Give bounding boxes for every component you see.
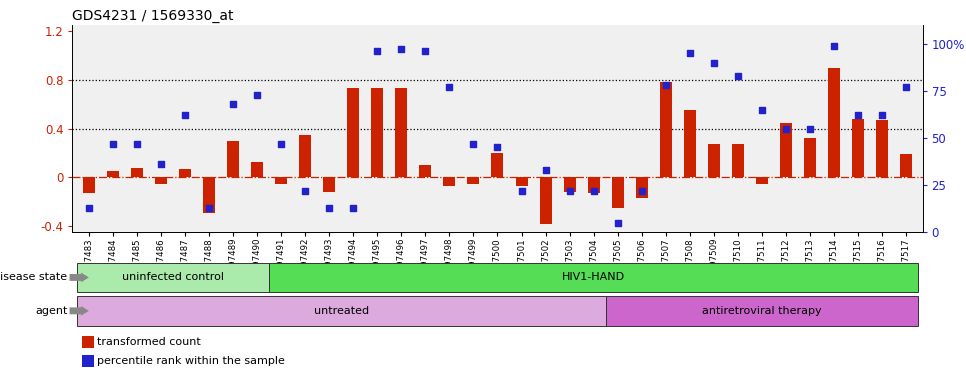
Bar [180,169,191,177]
Point [346,205,361,211]
Text: transformed count: transformed count [97,337,200,347]
Bar [852,119,864,177]
Point [538,167,554,173]
Text: agent: agent [35,306,68,316]
Point [730,73,746,79]
Bar [731,144,744,177]
Point [490,144,505,151]
Bar [395,88,408,177]
Bar [492,153,503,177]
Bar [660,82,671,177]
Point [753,107,769,113]
Point [562,188,578,194]
Bar [684,110,696,177]
Point [298,188,313,194]
Bar [131,168,143,177]
Point [585,188,601,194]
Text: GDS4231 / 1569330_at: GDS4231 / 1569330_at [72,8,234,23]
Point [898,84,914,90]
Bar [83,177,96,193]
Text: untreated: untreated [314,306,369,316]
Bar [636,177,647,198]
Point [441,84,457,90]
Bar [611,177,624,208]
Point [322,205,337,211]
Text: disease state: disease state [0,272,68,283]
Bar [227,141,240,177]
Bar [270,263,918,292]
Point [154,161,169,167]
Point [778,126,793,132]
Point [226,101,242,107]
Point [874,113,890,119]
Bar [563,177,576,192]
Bar [828,68,839,177]
Point [370,48,385,55]
Point [202,205,217,211]
Text: antiretroviral therapy: antiretroviral therapy [702,306,821,316]
Bar [324,177,335,192]
Point [129,141,145,147]
Point [826,43,841,49]
Bar [540,177,552,224]
Point [610,220,625,226]
Point [850,113,866,119]
Bar [587,177,600,193]
Bar [516,177,527,186]
Point [273,141,289,147]
Bar [780,122,792,177]
Point [178,113,193,119]
Point [466,141,481,147]
Point [394,46,410,53]
Bar [708,144,720,177]
Point [105,141,121,147]
Point [514,188,529,194]
Point [682,50,697,56]
Bar [275,177,287,184]
Text: uninfected control: uninfected control [123,272,224,283]
Point [249,92,265,98]
Bar [804,138,815,177]
Bar [77,296,606,326]
Bar [755,177,768,184]
Bar [107,171,119,177]
Bar [77,263,270,292]
Bar [251,162,264,177]
Point [634,188,649,194]
Bar [299,135,311,177]
Bar [468,177,479,184]
Bar [443,177,455,186]
Text: percentile rank within the sample: percentile rank within the sample [97,356,284,366]
Bar [876,120,888,177]
Bar [606,296,918,326]
Bar [156,177,167,184]
Text: HIV1-HAND: HIV1-HAND [562,272,625,283]
Bar [899,154,912,177]
Bar [371,88,384,177]
Point [658,82,673,88]
Point [802,126,817,132]
Point [706,60,722,66]
Point [81,205,97,211]
Bar [203,177,215,213]
Bar [348,88,359,177]
Point [417,48,433,55]
Bar [419,165,432,177]
